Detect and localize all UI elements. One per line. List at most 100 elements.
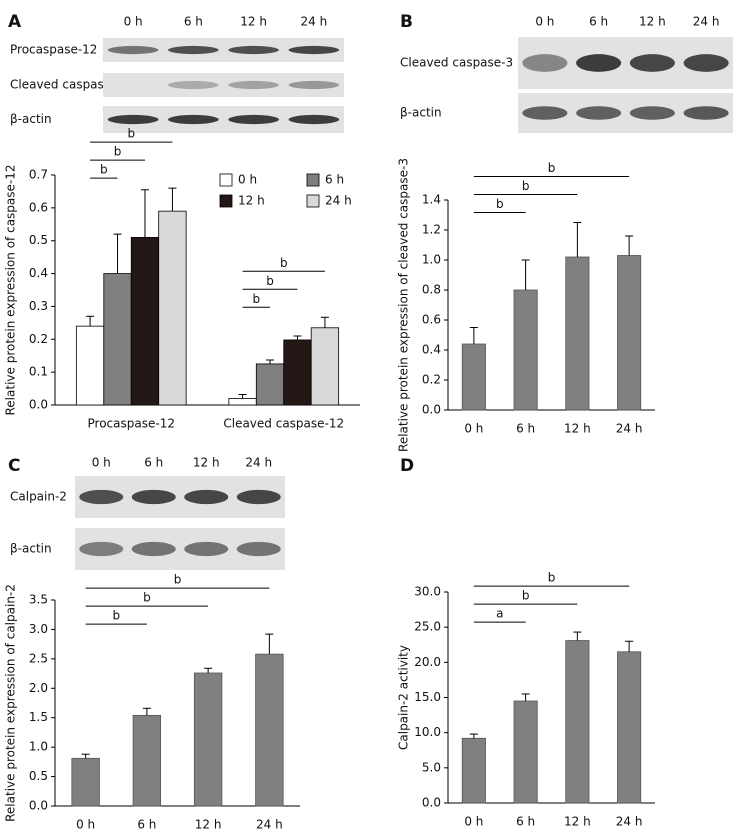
y-tick-label: 0.8: [422, 283, 441, 297]
bar: [132, 714, 162, 807]
significance-label: b: [522, 179, 530, 193]
lane-label: 24 h: [245, 456, 272, 470]
lane-label: 0 h: [535, 15, 554, 29]
panel-label: D: [400, 456, 414, 476]
y-tick-label: 0.1: [29, 365, 48, 379]
significance-label: a: [496, 607, 503, 621]
blot-band: [131, 489, 176, 505]
blot-background: [103, 73, 344, 97]
y-tick-label: 0.0: [422, 796, 441, 810]
lane-label: 6 h: [589, 15, 608, 29]
blot-row-label: β-actin: [400, 106, 442, 120]
legend-label: 24 h: [325, 194, 352, 208]
significance-label: b: [127, 127, 135, 141]
significance-label: b: [174, 573, 182, 587]
lane-label: 0 h: [92, 456, 111, 470]
y-tick-label: 0.7: [29, 168, 48, 182]
lane-label: 6 h: [144, 456, 163, 470]
blot-band: [236, 489, 281, 505]
panel-label: B: [400, 12, 413, 32]
y-tick-label: 3.0: [29, 622, 48, 636]
x-tick-label: 6 h: [516, 422, 535, 436]
y-tick-label: 3.5: [29, 593, 48, 607]
y-tick-label: 0.6: [422, 313, 441, 327]
bar: [228, 398, 257, 406]
significance-label: b: [280, 256, 288, 270]
significance-label: b: [548, 571, 556, 585]
y-tick-label: 1.2: [422, 223, 441, 237]
x-tick-label: Cleaved caspase-12: [223, 417, 344, 431]
lane-label: 24 h: [693, 15, 720, 29]
y-axis-label: Relative protein expression of cleaved c…: [397, 158, 411, 452]
x-tick-label: Procaspase-12: [88, 417, 175, 431]
y-tick-label: 1.5: [29, 710, 48, 724]
bar: [565, 256, 590, 411]
blot-band: [184, 541, 229, 557]
bar: [617, 255, 642, 411]
blot-band: [576, 106, 622, 120]
y-tick-label: 0.3: [29, 299, 48, 313]
x-tick-label: 24 h: [616, 422, 643, 436]
x-tick-label: 0 h: [464, 815, 483, 829]
y-tick-label: 1.0: [422, 253, 441, 267]
lane-label: 0 h: [124, 15, 143, 29]
y-tick-label: 0.5: [29, 769, 48, 783]
blot-band: [184, 489, 229, 505]
significance-label: b: [496, 197, 504, 211]
blot-band: [576, 54, 622, 72]
y-tick-label: 20.0: [414, 655, 441, 669]
blot-row-label: Calpain-2: [10, 490, 67, 504]
significance-label: b: [114, 145, 122, 159]
legend-swatch: [306, 194, 320, 208]
bar: [158, 210, 187, 406]
x-tick-label: 12 h: [195, 818, 222, 832]
bar: [461, 343, 486, 411]
lane-label: 12 h: [639, 15, 666, 29]
x-tick-label: 6 h: [137, 818, 156, 832]
blot-band: [79, 541, 124, 557]
blot-row-label: Cleaved caspase-12: [10, 78, 131, 92]
blot-band: [288, 45, 340, 55]
blot-row-label: Procaspase-12: [10, 43, 97, 57]
lane-label: 12 h: [240, 15, 267, 29]
blot-band: [131, 541, 176, 557]
y-tick-label: 25.0: [414, 620, 441, 634]
blot-band: [683, 54, 729, 72]
y-tick-label: 0.2: [29, 332, 48, 346]
legend-label: 12 h: [238, 194, 265, 208]
bar: [617, 651, 642, 804]
x-tick-label: 12 h: [564, 422, 591, 436]
significance-label: b: [143, 591, 151, 605]
blot-band: [228, 45, 279, 55]
x-tick-label: 24 h: [256, 818, 283, 832]
y-tick-label: 10.0: [414, 725, 441, 739]
significance-label: b: [266, 274, 274, 288]
y-tick-label: 0.2: [422, 373, 441, 387]
blot-band: [168, 45, 219, 55]
legend-swatch: [219, 173, 233, 187]
blot-band: [107, 114, 159, 125]
blot-band: [168, 114, 219, 125]
significance-label: b: [112, 609, 120, 623]
y-tick-label: 0.5: [29, 233, 48, 247]
y-tick-label: 15.0: [414, 690, 441, 704]
blot-band: [629, 54, 675, 72]
bar: [461, 737, 486, 804]
blot-band: [79, 489, 124, 505]
blot-row-label: Cleaved caspase-3: [400, 56, 513, 70]
bar: [71, 757, 100, 807]
y-tick-label: 0.0: [422, 403, 441, 417]
blot-band: [288, 80, 340, 90]
bar: [130, 237, 160, 406]
bar: [103, 273, 132, 406]
x-tick-label: 24 h: [616, 815, 643, 829]
y-tick-label: 1.4: [422, 193, 441, 207]
blot-band: [522, 106, 568, 120]
y-tick-label: 0.6: [29, 200, 48, 214]
y-axis-label: Relative protein expression of caspase-1…: [4, 164, 18, 415]
blot-band: [228, 80, 279, 90]
y-axis-label: Calpain-2 activity: [397, 645, 411, 750]
blot-band: [683, 106, 729, 120]
